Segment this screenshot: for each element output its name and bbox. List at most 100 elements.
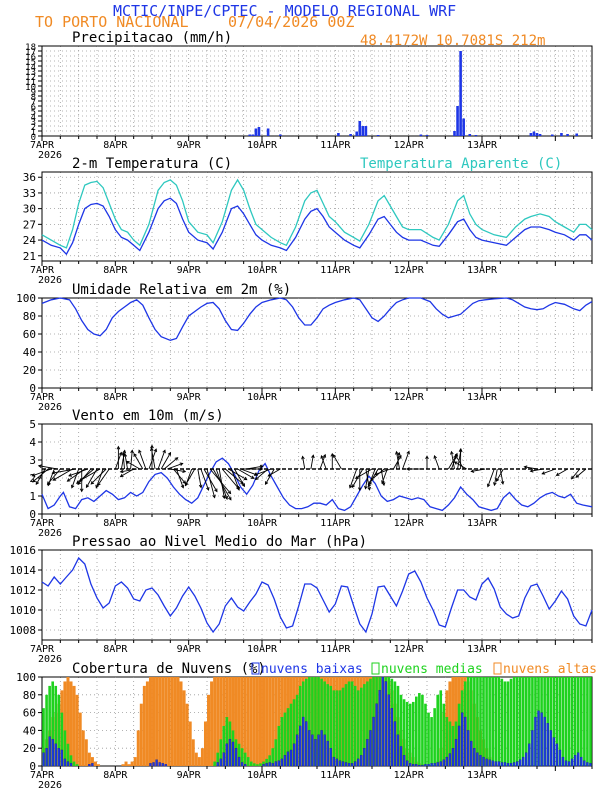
wind-arrow bbox=[530, 468, 544, 472]
cloud-bar-1 bbox=[518, 677, 522, 766]
cloud-bar-outline bbox=[329, 748, 332, 767]
wind-arrowhead bbox=[85, 484, 90, 489]
wind-arrowhead bbox=[119, 473, 124, 478]
wind-arrow bbox=[493, 468, 498, 486]
cloud-bar-0 bbox=[274, 761, 277, 766]
cloud-bar-2 bbox=[194, 752, 198, 766]
header-run: 07/04/2026 00Z bbox=[228, 13, 354, 31]
panel-title: 2-m Temperatura (C) bbox=[72, 156, 232, 172]
y-tick-label: 0 bbox=[29, 508, 36, 521]
cloud-bar-0 bbox=[308, 730, 311, 766]
cloud-bar-1 bbox=[558, 677, 562, 766]
precip-bar bbox=[532, 131, 536, 136]
cloud-bar-0 bbox=[476, 752, 479, 766]
cloud-bar-0 bbox=[580, 757, 583, 766]
panel-title: Pressao ao Nivel Medio do Mar (hPa) bbox=[72, 534, 367, 550]
cloud-bar-2 bbox=[182, 690, 186, 766]
wind-arrowhead bbox=[130, 449, 134, 454]
y-tick-label: 1012 bbox=[10, 584, 37, 597]
cloud-bar-outline bbox=[430, 763, 433, 767]
wind-arrow bbox=[163, 457, 178, 470]
cloud-bar-1 bbox=[512, 677, 516, 766]
cloud-bar-0 bbox=[354, 761, 357, 766]
y-tick-label: 12 bbox=[25, 73, 36, 83]
cloud-bar-2 bbox=[164, 677, 168, 766]
precip-bar bbox=[453, 131, 456, 136]
wind-arrow bbox=[381, 468, 388, 484]
wind-arrowhead bbox=[320, 454, 324, 459]
wind-arrowhead bbox=[51, 470, 56, 475]
wind-arrowhead bbox=[149, 447, 154, 452]
cloud-bar-2 bbox=[66, 677, 70, 766]
cloud-bar-outline bbox=[522, 756, 525, 767]
cloud-bar-0 bbox=[555, 743, 558, 766]
wind-arrow bbox=[571, 468, 581, 480]
cloud-bar-0 bbox=[479, 755, 482, 766]
wind-arrow bbox=[434, 455, 440, 470]
cloud-bar-2 bbox=[155, 677, 159, 766]
wind-arrow bbox=[200, 468, 209, 491]
cloud-bar-0 bbox=[574, 755, 577, 766]
cloud-bar-2 bbox=[161, 677, 165, 766]
cloud-bar-1 bbox=[531, 677, 534, 766]
cloud-bar-0 bbox=[88, 764, 91, 766]
wind-arrow bbox=[487, 468, 495, 487]
wind-arrow bbox=[402, 451, 410, 470]
cloud-bar-2 bbox=[142, 685, 146, 766]
cloud-bar-1 bbox=[350, 681, 354, 766]
wind-arrowhead bbox=[123, 453, 128, 458]
cloud-bar-2 bbox=[210, 681, 214, 766]
wind-arrowhead bbox=[138, 449, 142, 454]
series-line bbox=[41, 556, 593, 634]
cloud-bar-outline bbox=[69, 763, 73, 767]
precip-bar bbox=[376, 135, 380, 136]
y-tick-label: 27 bbox=[23, 218, 36, 231]
wind-arrowhead bbox=[52, 477, 57, 481]
wind-arrowhead bbox=[433, 454, 437, 459]
wind-arrowhead bbox=[454, 453, 459, 458]
cloud-bar-outline bbox=[409, 763, 412, 767]
y-tick-label: 80 bbox=[23, 310, 36, 323]
cloud-bar-1 bbox=[506, 681, 510, 766]
cloud-bar-1 bbox=[259, 763, 262, 766]
wind-arrow bbox=[122, 452, 125, 470]
wind-arrow bbox=[126, 461, 141, 470]
cloud-bar-1 bbox=[421, 694, 424, 766]
cloud-bar-1 bbox=[63, 730, 67, 766]
cloud-bar-1 bbox=[347, 681, 351, 766]
wind-arrowhead bbox=[332, 453, 337, 458]
cloud-bar-0 bbox=[531, 730, 534, 766]
cloud-bar-1 bbox=[561, 677, 565, 766]
wind-arrowhead bbox=[397, 451, 401, 456]
cloud-bar-0 bbox=[565, 760, 568, 766]
series-line bbox=[41, 178, 593, 249]
cloud-bar-outline bbox=[424, 764, 427, 767]
cloud-bar-0 bbox=[485, 758, 488, 766]
wind-arrowhead bbox=[458, 448, 463, 452]
wind-arrow bbox=[167, 462, 183, 470]
y-tick-label: 7 bbox=[31, 98, 36, 108]
cloud-bar-outline bbox=[384, 681, 387, 767]
precip-bar bbox=[279, 134, 282, 136]
wind-arrow bbox=[68, 468, 88, 477]
cloud-bar-0 bbox=[525, 752, 528, 766]
wind-arrowhead bbox=[351, 484, 356, 489]
wind-arrowhead bbox=[90, 480, 95, 485]
cloud-bar-outline bbox=[470, 740, 473, 767]
cloud-bar-outline bbox=[240, 762, 244, 767]
cloud-bar-2 bbox=[249, 677, 253, 766]
cloud-bar-2 bbox=[207, 694, 211, 766]
cloud-bar-2 bbox=[87, 752, 91, 766]
wind-arrowhead bbox=[398, 455, 402, 459]
cloud-bar-outline bbox=[589, 763, 592, 767]
cloud-bar-1 bbox=[320, 678, 323, 766]
cloud-bar-outline bbox=[476, 752, 479, 767]
wind-arrow bbox=[133, 453, 144, 470]
cloud-bar-0 bbox=[439, 761, 442, 766]
cloud-bar-1 bbox=[589, 677, 592, 766]
cloud-bar-outline bbox=[580, 756, 583, 767]
wind-arrow bbox=[38, 465, 58, 470]
cloud-bar-2 bbox=[203, 721, 207, 766]
wind-arrow bbox=[97, 468, 110, 486]
